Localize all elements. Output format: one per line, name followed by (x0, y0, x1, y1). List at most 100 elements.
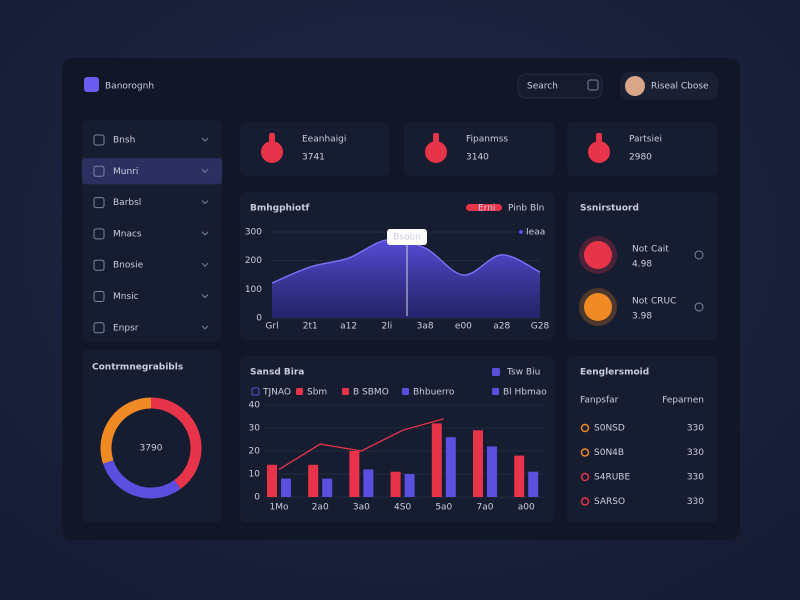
menu-icon (93, 259, 105, 271)
bar (528, 471, 539, 497)
status-prefix: Not (632, 297, 648, 307)
bar (267, 464, 277, 497)
bar (404, 474, 415, 497)
row-name: S0NSD (594, 424, 625, 434)
column-header: Fanpsfar (580, 396, 619, 406)
menu-item: Enpsr (113, 323, 139, 333)
x-tick-label: 2li (381, 322, 392, 332)
menu-icon (93, 197, 105, 209)
x-tick-label: 2a0 (312, 503, 329, 513)
y-tick-label: 300 (245, 228, 262, 238)
series-dot (519, 230, 523, 234)
y-tick-label: 20 (249, 447, 261, 457)
legend-label: Bl Hbmao (503, 388, 547, 398)
donut-title: Contrmnegrabibls (92, 363, 183, 373)
stat-icon (261, 141, 283, 163)
y-tick-label: 40 (249, 401, 261, 411)
legend-swatch (251, 387, 260, 396)
y-tick-label: 0 (256, 314, 262, 324)
legend-label: Pinb Bln (508, 204, 544, 214)
search-icon (587, 79, 599, 91)
menu-icon (93, 322, 105, 334)
tooltip (387, 229, 427, 245)
series-label: Ieaa (526, 228, 545, 238)
legend-swatch (342, 388, 349, 395)
x-tick-label: G28 (531, 322, 550, 332)
area-title: Bmhgphiotf (250, 204, 310, 214)
menu-item: Mnsic (113, 292, 139, 302)
stat-label: Fipanmss (466, 135, 508, 145)
legend-label: Tsw Biu (506, 368, 540, 378)
x-tick-label: 7a0 (477, 503, 494, 513)
bar (390, 471, 401, 497)
stat-icon (588, 141, 610, 163)
row-icon (580, 497, 590, 506)
legend-swatch (296, 388, 303, 395)
chevron (201, 231, 209, 236)
row-name: S4RUBE (594, 473, 630, 483)
profile[interactable] (620, 72, 718, 100)
chevron (201, 200, 209, 205)
y-tick-label: 10 (249, 470, 261, 480)
table-title: Eenglersmoid (580, 368, 649, 378)
menu-item: Munri (113, 167, 138, 177)
brand: Banorognh (105, 82, 154, 92)
y-tick-label: 200 (245, 256, 262, 266)
legend-label: Sbm (307, 388, 327, 398)
status-toggle (694, 302, 704, 312)
donut-segment (102, 459, 181, 499)
row-icon (580, 448, 590, 457)
donut-segment (100, 397, 152, 464)
status-highlight: Cait (651, 245, 669, 255)
donut-center: 3790 (140, 444, 163, 454)
stat-icon-top (269, 133, 275, 142)
legend-swatch (402, 388, 409, 395)
row-icon (580, 472, 590, 482)
x-tick-label: 3a0 (353, 503, 370, 513)
bar (363, 469, 374, 497)
row-name: SARSO (594, 497, 625, 507)
status-highlight: CRUC (651, 297, 676, 307)
chevron (201, 325, 209, 330)
bar (281, 478, 291, 497)
tooltip-label: Bsoon (393, 233, 421, 243)
menu-icon (93, 291, 105, 302)
legend-swatch (492, 388, 499, 395)
search-placeholder: Search (527, 82, 558, 92)
user-name: Riseal Cbose (651, 82, 709, 92)
stat-label: Partsiei (629, 135, 662, 145)
bar (514, 455, 525, 497)
stat-icon (425, 141, 447, 163)
x-tick-label: Grl (265, 322, 278, 332)
stat-card (567, 122, 718, 176)
column-header: Feparnen (662, 396, 704, 406)
row-value: 330 (687, 497, 704, 507)
stat-value: 3140 (466, 153, 489, 163)
stat-value: 3741 (302, 153, 325, 163)
chevron (201, 137, 209, 142)
status-value: 4.98 (632, 260, 652, 270)
menu-icon (93, 134, 105, 146)
status-value: 3.98 (632, 312, 652, 322)
x-tick-label: 1Mo (270, 503, 289, 513)
menu-item: Bnosie (113, 261, 144, 271)
donut-segment (150, 397, 202, 489)
bar (445, 437, 456, 497)
bar-title: Sansd Bira (250, 368, 304, 378)
stat-value: 2980 (629, 153, 652, 163)
x-tick-label: 4S0 (394, 503, 411, 513)
menu-item: Mnacs (113, 229, 142, 239)
legend-swatch (492, 368, 500, 376)
legend-label: Erni (478, 204, 495, 214)
x-tick-label: a00 (518, 503, 535, 513)
legend-label: B SBMO (353, 388, 389, 398)
bar (487, 446, 497, 497)
chevron (201, 168, 209, 174)
x-tick-label: 2t1 (303, 322, 318, 332)
active-item (82, 158, 222, 185)
search-box[interactable] (517, 73, 603, 99)
legend-label: TJNAO (262, 388, 291, 398)
sidebar (82, 120, 222, 342)
